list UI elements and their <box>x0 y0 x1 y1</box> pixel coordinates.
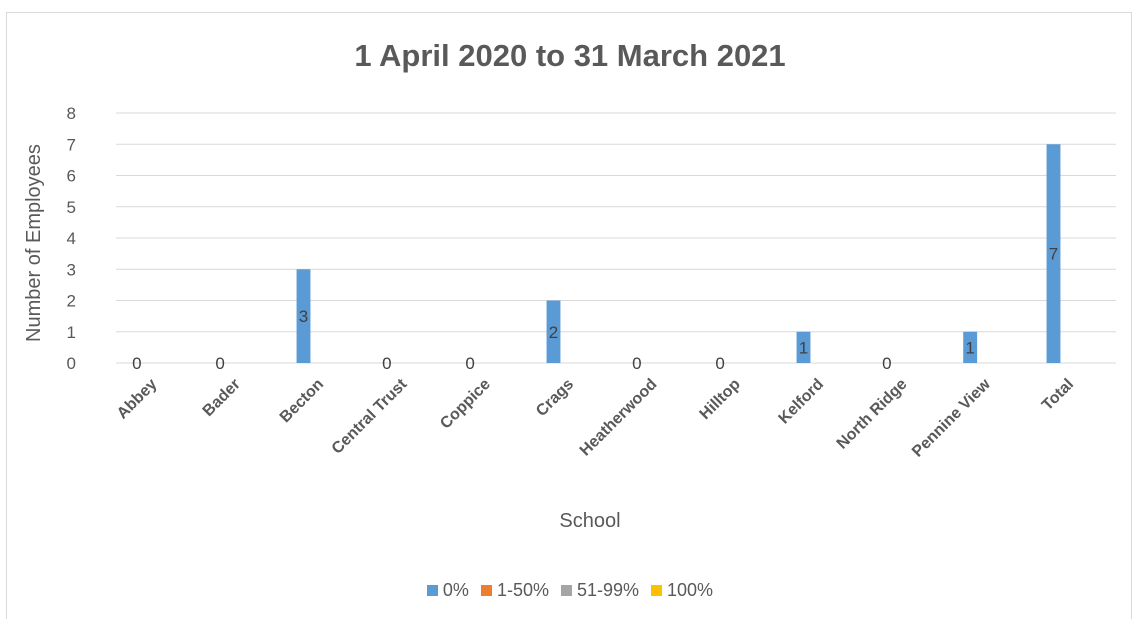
y-tick-label: 5 <box>67 198 76 217</box>
data-label: 0 <box>882 354 891 373</box>
legend-swatch <box>480 585 492 596</box>
x-tick-label: Total <box>1039 376 1077 414</box>
x-tick-label: Abbey <box>114 376 161 423</box>
y-tick-label: 0 <box>67 354 76 373</box>
bar <box>1046 144 1061 363</box>
bar <box>296 269 311 363</box>
data-label: 1 <box>965 338 974 357</box>
x-tick-label: Becton <box>277 376 327 426</box>
x-tick-label: North Ridge <box>834 376 911 453</box>
x-tick-label: Pennine View <box>909 375 994 460</box>
x-tick-label: Heatherwood <box>577 376 661 460</box>
legend-item: 0% <box>426 580 469 601</box>
legend-item: 1-50% <box>480 580 549 601</box>
data-label: 7 <box>1049 245 1058 264</box>
x-tick-label: Coppice <box>437 376 494 433</box>
legend-swatch <box>426 585 438 596</box>
data-label: 0 <box>382 354 391 373</box>
legend-label: 51-99% <box>576 580 640 600</box>
data-label: 0 <box>715 354 724 373</box>
x-tick-label: Crags <box>533 376 577 420</box>
data-label: 0 <box>632 354 641 373</box>
x-axis-title: School <box>559 510 620 532</box>
y-axis-title: Number of Employees <box>23 144 45 342</box>
legend-label: 0% <box>442 580 469 600</box>
y-tick-label: 6 <box>67 167 76 186</box>
bar <box>546 300 561 363</box>
x-tick-label: Hilltop <box>697 376 744 423</box>
y-tick-label: 1 <box>67 323 76 342</box>
chart-legend: 0% 1-50% 51-99% 100% <box>0 580 1140 601</box>
x-tick-label: Kelford <box>776 376 828 428</box>
data-label: 0 <box>465 354 474 373</box>
bar <box>963 331 978 363</box>
data-label: 3 <box>299 307 308 326</box>
legend-swatch <box>651 585 663 596</box>
chart-title: 1 April 2020 to 31 March 2021 <box>354 38 786 73</box>
data-label: 0 <box>132 354 141 373</box>
y-tick-label: 2 <box>67 292 76 311</box>
legend-item: 51-99% <box>560 580 640 601</box>
data-label: 1 <box>799 338 808 357</box>
y-tick-label: 4 <box>67 229 76 248</box>
legend-item: 100% <box>651 580 713 601</box>
y-tick-label: 3 <box>67 260 76 279</box>
legend-swatch <box>560 585 572 596</box>
data-label: 0 <box>215 354 224 373</box>
bar <box>796 331 811 363</box>
legend-label: 100% <box>667 580 714 600</box>
y-tick-label: 8 <box>67 104 76 123</box>
x-tick-label: Bader <box>200 376 244 420</box>
data-label: 2 <box>549 323 558 342</box>
y-tick-label: 7 <box>67 135 76 154</box>
chart-frame <box>6 12 1132 619</box>
legend-label: 1-50% <box>496 580 549 600</box>
x-tick-label: Central Trust <box>329 375 411 457</box>
